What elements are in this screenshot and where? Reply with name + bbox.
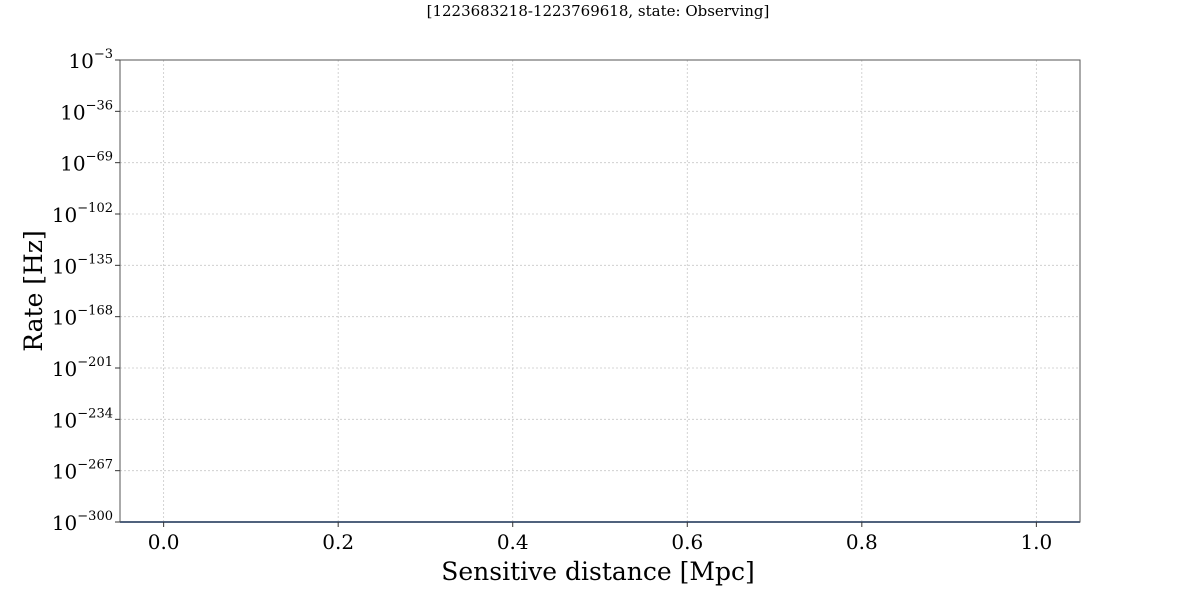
y-tick-label: 10−135 xyxy=(52,252,113,278)
x-tick-label: 0.2 xyxy=(322,530,354,554)
y-tick-exponent: −69 xyxy=(86,150,113,165)
y-tick-exponent: −3 xyxy=(94,47,113,62)
y-tick-label: 10−102 xyxy=(52,201,113,227)
y-tick-label: 10−201 xyxy=(52,355,113,381)
x-axis-ticks: 0.0 0.2 0.4 0.6 0.8 1.0 xyxy=(148,522,1052,554)
y-tick-base: 10 xyxy=(52,306,77,330)
y-tick-exponent: −102 xyxy=(77,201,113,216)
y-tick-exponent: −135 xyxy=(77,252,113,267)
y-tick-base: 10 xyxy=(68,49,93,73)
y-tick-exponent: −36 xyxy=(86,98,113,113)
y-tick-base: 10 xyxy=(60,100,85,124)
x-tick-label: 1.0 xyxy=(1020,530,1052,554)
x-axis-title: Sensitive distance [Mpc] xyxy=(441,557,755,586)
y-tick-base: 10 xyxy=(52,357,77,381)
y-tick-label: 10−267 xyxy=(52,458,113,484)
y-tick-base: 10 xyxy=(52,460,77,484)
y-tick-label: 10−234 xyxy=(52,406,113,432)
y-tick-base: 10 xyxy=(52,254,77,278)
y-tick-label: 10−69 xyxy=(60,150,113,176)
y-tick-base: 10 xyxy=(52,511,77,535)
y-tick-exponent: −267 xyxy=(77,458,113,473)
x-tick-label: 0.0 xyxy=(148,530,180,554)
y-tick-base: 10 xyxy=(60,152,85,176)
x-tick-label: 0.6 xyxy=(671,530,703,554)
y-tick-label: 10−36 xyxy=(60,98,113,124)
y-tick-base: 10 xyxy=(52,203,77,227)
y-tick-exponent: −300 xyxy=(77,509,113,524)
x-tick-label: 0.4 xyxy=(497,530,529,554)
y-tick-label: 10−3 xyxy=(68,47,113,73)
y-tick-label: 10−300 xyxy=(52,509,113,535)
plot-area xyxy=(119,59,1081,523)
y-tick-base: 10 xyxy=(52,408,77,432)
y-tick-exponent: −234 xyxy=(77,406,113,421)
y-axis-title: Rate [Hz] xyxy=(19,230,48,352)
y-axis-ticks: 10−310−3610−6910−10210−13510−16810−20110… xyxy=(52,47,120,535)
y-tick-label: 10−168 xyxy=(52,304,113,330)
y-tick-exponent: −201 xyxy=(77,355,113,370)
chart-subtitle: [1223683218-1223769618, state: Observing… xyxy=(427,2,770,20)
grid xyxy=(120,59,1080,523)
x-tick-label: 0.8 xyxy=(846,530,878,554)
y-tick-exponent: −168 xyxy=(77,304,113,319)
